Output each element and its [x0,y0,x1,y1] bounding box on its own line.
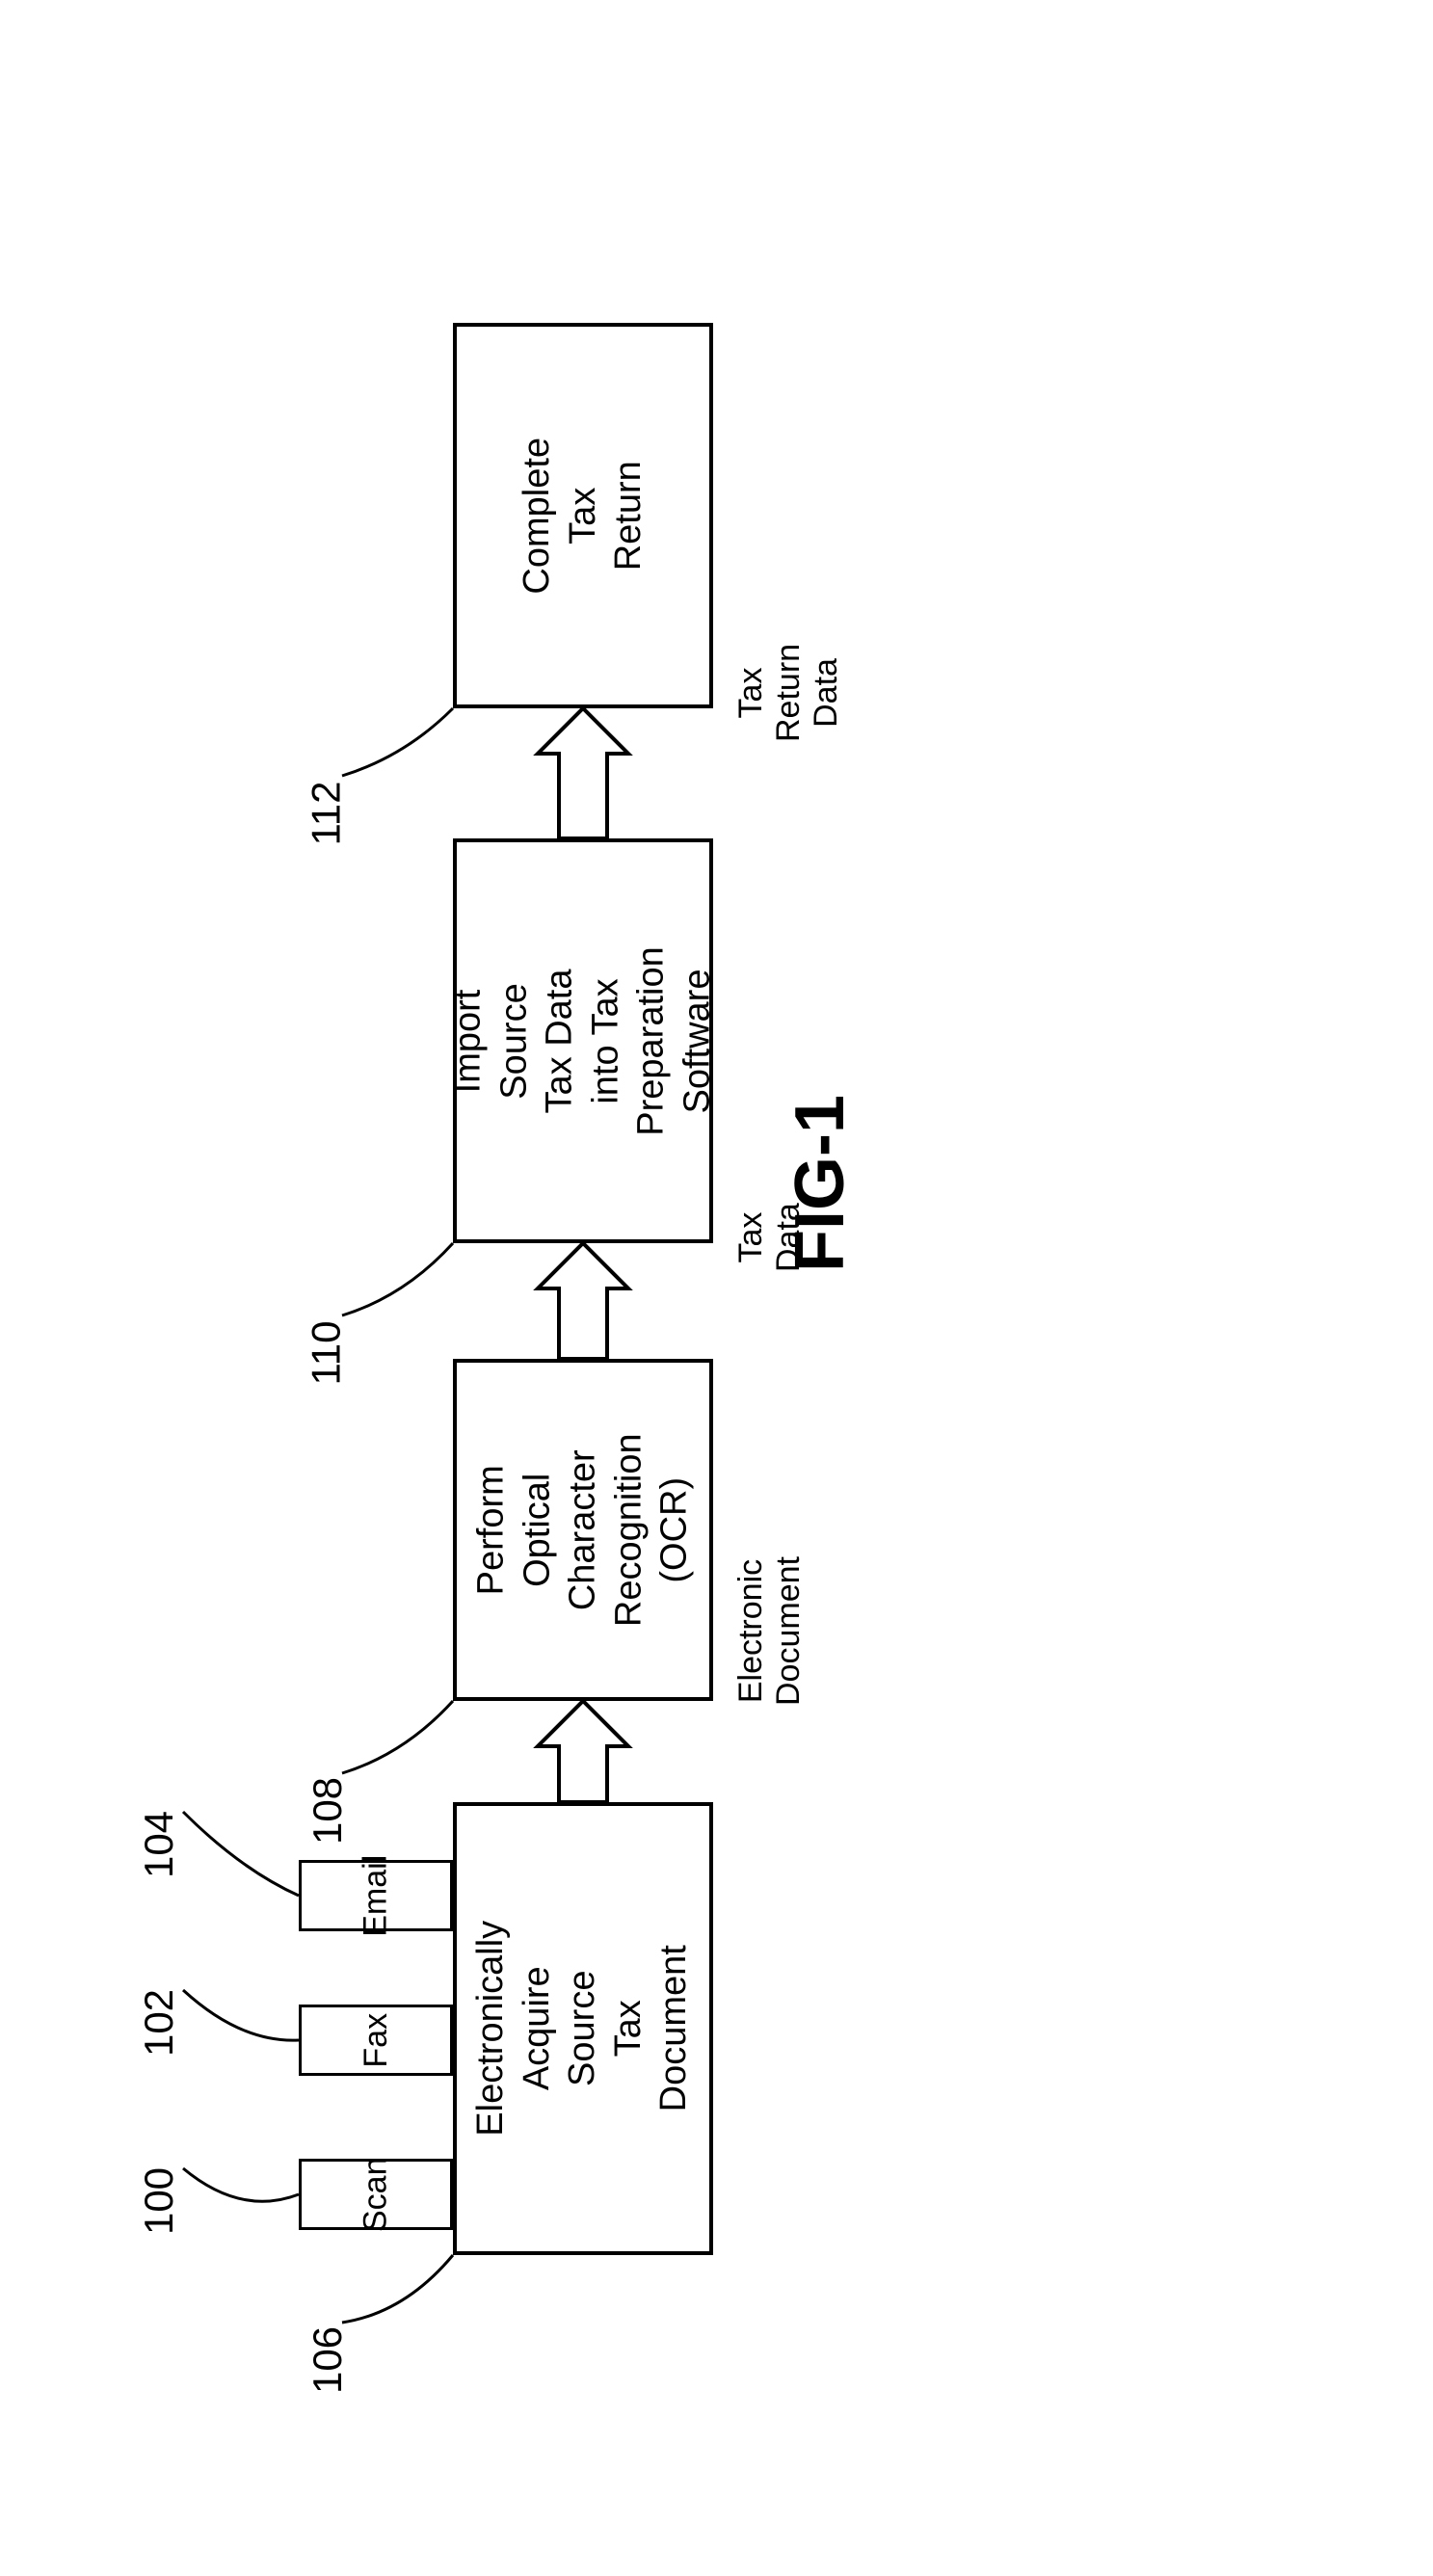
input-fax-box: Fax [299,2005,453,2076]
node-complete-box: Complete Tax Return [453,323,713,708]
node-acquire-box: Electronically Acquire Source Tax Docume… [453,1802,713,2255]
ref-106: 106 [305,2326,351,2394]
node-acquire-label: Electronically Acquire Source Tax Docume… [468,1921,698,2137]
leadline-106 [342,2255,453,2323]
leadline-100 [183,2168,299,2201]
leadline-104 [183,1812,299,1896]
node-import-box: Import Source Tax Data into Tax Preparat… [453,838,713,1243]
ref-110: 110 [303,1321,349,1386]
leadline-108 [342,1701,453,1773]
ref-104: 104 [136,1811,182,1878]
input-email-box: Email [299,1860,453,1931]
arrow-2 [538,1243,628,1359]
arrow-1 [538,1701,628,1802]
input-scan-label: Scan [356,2157,397,2232]
leadline-112 [342,708,453,776]
figure-title: FIG-1 [781,1095,860,1272]
input-fax-label: Fax [356,2013,397,2068]
ref-108: 108 [305,1777,351,1845]
svg-overlay [0,0,1433,2576]
ref-100: 100 [136,2167,182,2235]
arrow-3 [538,708,628,838]
figure-canvas: Scan Fax Email Electronically Acquire So… [0,0,1433,2576]
ref-102: 102 [136,1989,182,2057]
input-email-label: Email [356,1854,397,1936]
ref-112: 112 [303,782,349,846]
leadline-102 [183,1990,299,2040]
edge-label-1: Electronic Document [732,1556,808,1706]
node-ocr-box: Perform Optical Character Recognition (O… [453,1359,713,1701]
node-import-label: Import Source Tax Data into Tax Preparat… [446,946,721,1135]
leadline-110 [342,1243,453,1315]
node-ocr-label: Perform Optical Character Recognition (O… [468,1433,698,1627]
edge-label-3: Tax Return Data [732,644,845,742]
input-scan-box: Scan [299,2159,453,2230]
node-complete-label: Complete Tax Return [515,438,652,595]
